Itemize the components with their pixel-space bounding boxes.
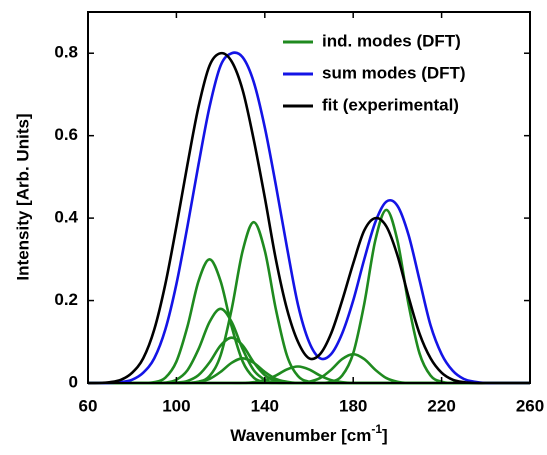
y-tick-label: 0.6 [54, 125, 78, 144]
x-label-main: Wavenumber [cm [230, 426, 371, 445]
plot-frame [87, 11, 531, 384]
y-tick-label: 0.4 [54, 208, 78, 227]
x-tick-label: 60 [79, 396, 98, 415]
y-tick-label: 0 [69, 372, 78, 391]
legend-label: sum modes (DFT) [322, 63, 466, 82]
y-tick-label: 0.2 [54, 290, 78, 309]
series-line [88, 51, 530, 385]
x-tick-label: 260 [516, 396, 544, 415]
y-axis-label: Intensity [Arb. Units] [13, 113, 32, 280]
mode-line [88, 307, 530, 385]
x-tick-label: 140 [251, 396, 279, 415]
mode-line [88, 258, 530, 385]
x-axis-label: Wavenumber [cm-1] [230, 422, 387, 445]
legend-label: fit (experimental) [322, 95, 459, 114]
x-label-sup: -1 [371, 422, 382, 436]
x-tick-label: 100 [162, 396, 190, 415]
series-line [87, 51, 530, 385]
x-tick-label: 180 [339, 396, 367, 415]
legend-label: ind. modes (DFT) [322, 31, 461, 50]
x-tick-label: 220 [427, 396, 455, 415]
y-tick-label: 0.8 [54, 43, 78, 62]
x-label-end: ] [382, 426, 388, 445]
plot-area [87, 51, 530, 385]
